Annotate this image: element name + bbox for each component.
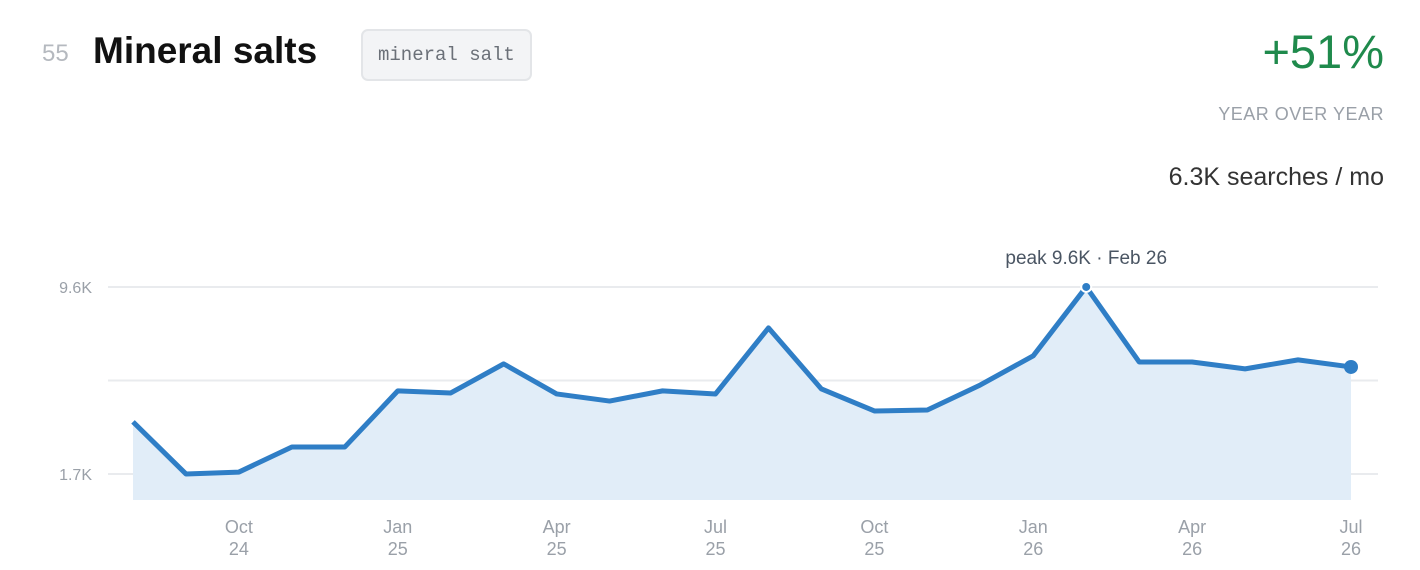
x-tick-label: Jan [1019, 517, 1048, 537]
x-tick-label: 26 [1341, 539, 1361, 559]
x-tick-label: 26 [1182, 539, 1202, 559]
growth: +51% [1262, 25, 1384, 78]
x-tick-label: 26 [1023, 539, 1043, 559]
volume: 6.3K searches / mo [1168, 163, 1384, 191]
x-tick-label: 25 [706, 539, 726, 559]
x-tick-label: Oct [860, 517, 888, 537]
peak-dot [1080, 280, 1093, 293]
y-tick-label: 9.6K [59, 280, 92, 297]
x-tick-label: Jul [704, 517, 727, 537]
x-tick-label: 25 [547, 539, 567, 559]
x-tick-label: 25 [864, 539, 884, 559]
x-tick-label: Oct [225, 517, 253, 537]
rank: 55 [42, 40, 69, 67]
title: Mineral salts [93, 30, 318, 71]
end-dot [1344, 359, 1358, 374]
keyword-tag[interactable]: mineral salt [361, 29, 532, 81]
line [131, 284, 1352, 477]
x-tick-label: 25 [388, 539, 408, 559]
growth-label: YEAR OVER YEAR [1218, 104, 1384, 124]
peak-annotation: peak 9.6K · Feb 26 [1005, 248, 1167, 269]
x-tick-label: Jan [383, 517, 412, 537]
area [133, 286, 1351, 500]
x-tick-label: Apr [543, 517, 571, 537]
x-tick-label: 24 [229, 539, 249, 559]
x-tick-label: Apr [1178, 517, 1206, 537]
y-tick-label: 1.7K [59, 467, 92, 484]
x-tick-label: Jul [1339, 517, 1362, 537]
